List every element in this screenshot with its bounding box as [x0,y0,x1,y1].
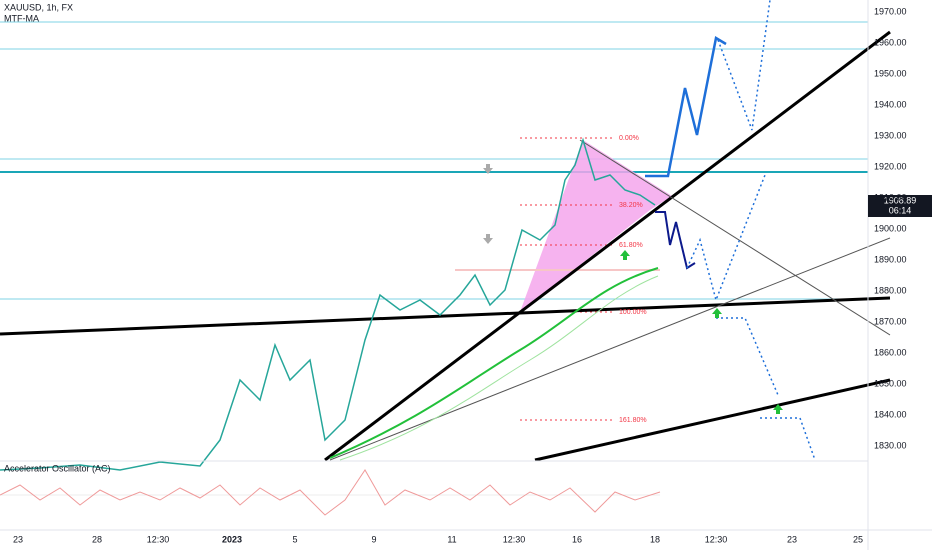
time-label: 12:30 [503,534,526,544]
fib-label: 61.80% [619,242,643,249]
ma-line [329,267,659,459]
price-label: 1890.00 [874,254,907,264]
price-label: 1870.00 [874,316,907,326]
price-label: 1950.00 [874,68,907,78]
indicator: MTF-MA [4,13,39,23]
time-label: 5 [292,534,297,544]
time-label: 11 [447,534,456,544]
countdown: 06:14 [889,205,912,215]
oscillator-series [0,469,661,516]
trend-lines [0,30,891,462]
price-label: 1880.00 [874,285,907,295]
bear-projection [655,211,696,270]
price-label: 1940.00 [874,99,907,109]
time-label: 12:30 [705,534,728,544]
fib-label: 38.20% [619,202,643,209]
time-label: 12:30 [147,534,170,544]
price-label: 1830.00 [874,440,907,450]
fib-label: 161.80% [619,417,647,424]
time-label: 25 [853,534,863,544]
price-label: 1860.00 [874,347,907,357]
time-label: 9 [371,534,376,544]
symbol: XAUUSD, 1h, FX [4,2,73,12]
time-label: 18 [650,534,660,544]
price-tag [868,195,932,217]
dotted-projections [686,0,816,461]
time-label: 23 [787,534,797,544]
time-label: 2023 [222,534,242,544]
price-label: 1900.00 [874,223,907,233]
bull-projection [645,36,727,178]
price-label: 1920.00 [874,161,907,171]
fib-label: 0.00% [619,135,639,142]
signal-arrows [620,250,783,414]
time-label: 23 [13,534,23,544]
oscillator-title: Accelerator Oscillator (AC) [4,463,111,473]
ma-line-slow [339,275,659,461]
price-label: 1970.00 [874,6,907,16]
price-label: 1960.00 [874,37,907,47]
price-label: 1850.00 [874,378,907,388]
horizontal-levels [0,21,868,300]
last-price: 1908.89 [884,195,917,205]
time-label: 16 [572,534,582,544]
price-label: 1840.00 [874,409,907,419]
time-label: 28 [92,534,102,544]
price-series [0,137,656,471]
price-label: 1930.00 [874,130,907,140]
fib-label: 100.00% [619,309,647,316]
gray-arrows [483,164,493,244]
price-label: 1910.00 [874,192,907,202]
